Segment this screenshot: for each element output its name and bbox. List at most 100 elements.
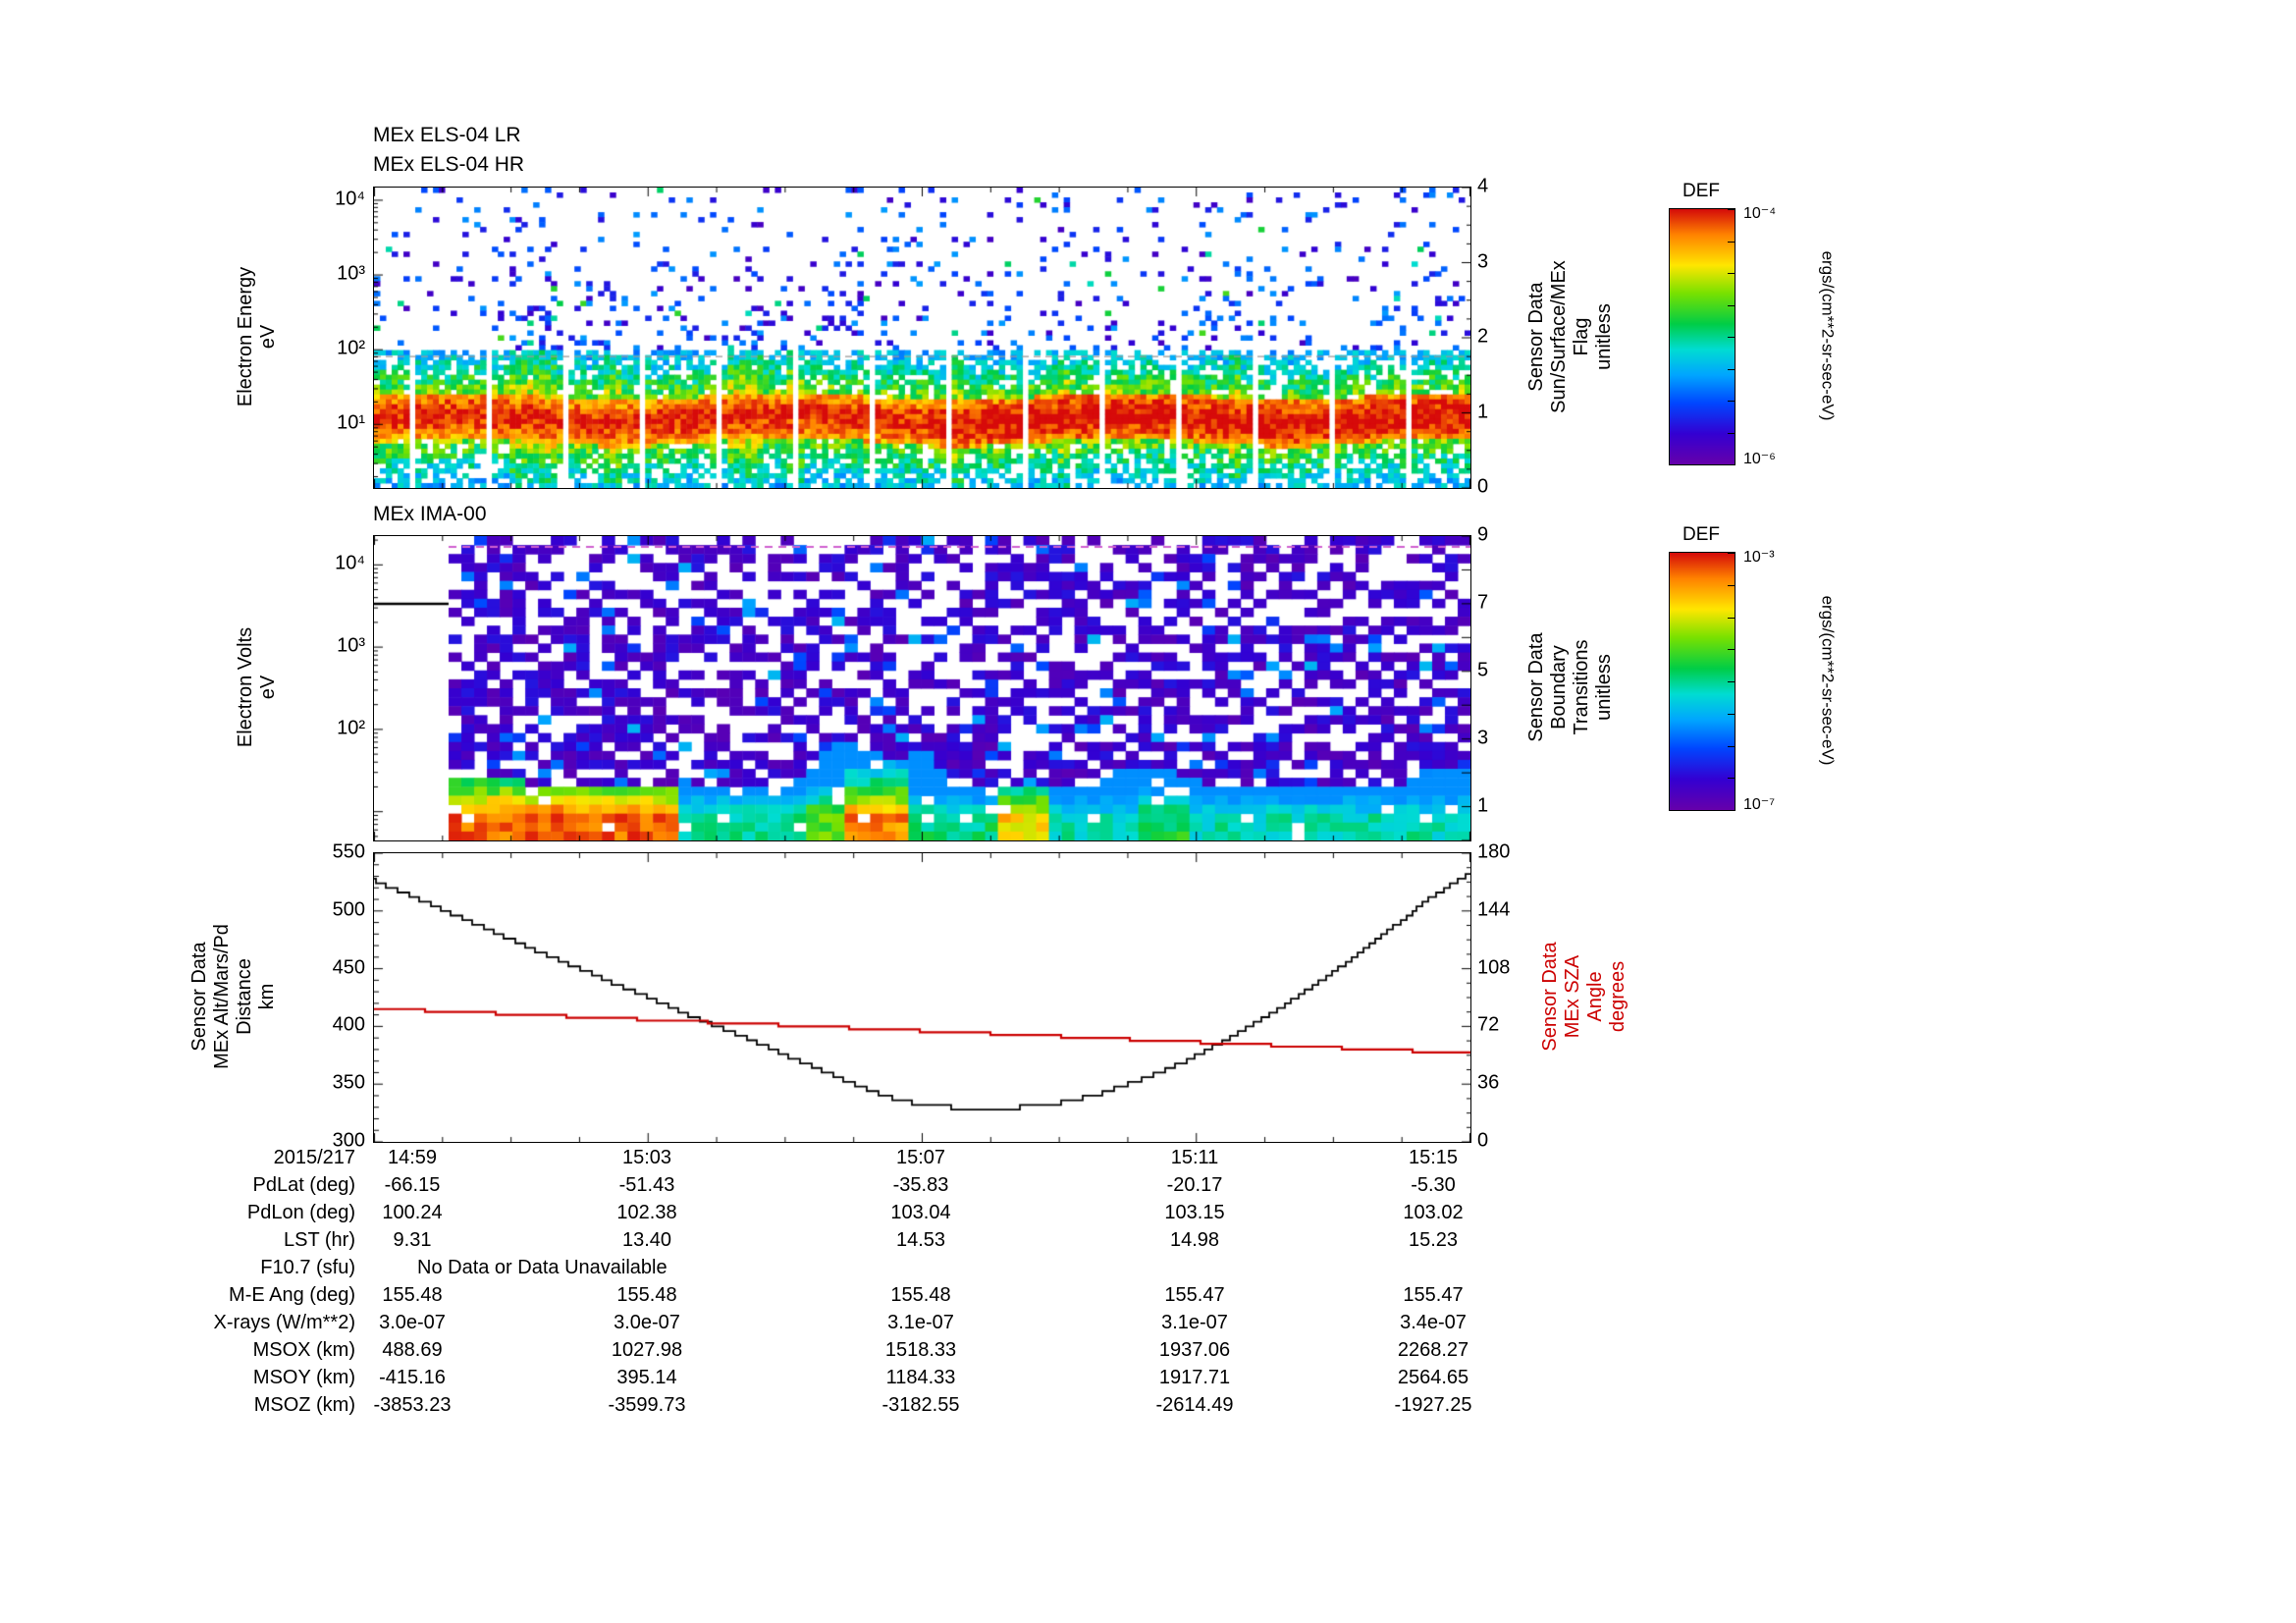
table-cell: 155.47 [1403,1284,1464,1306]
altitude-sza-panel [373,852,1471,1143]
els-title-hr: MEx ELS-04 HR [373,153,525,176]
table-cell: -66.15 [384,1174,441,1196]
x-tick-label: 15:11 [1170,1147,1219,1168]
colorbar-tick [1728,617,1735,619]
colorbar-tick [1728,553,1735,554]
line-right-tick-label: 36 [1477,1071,1500,1094]
table-cell: 15.23 [1408,1229,1459,1251]
els-y-tick-label: 10² [337,337,365,359]
ima-colorbar-gradient [1670,553,1735,810]
ima-spectrogram-canvas [374,536,1470,840]
els-right-axis-label: Sensor Data Sun/Surface/MEx Flag unitles… [1525,260,1615,413]
table-cell: -51.43 [618,1174,675,1196]
table-cell: 14.98 [1169,1229,1220,1251]
table-cell: 1917.71 [1158,1367,1231,1388]
table-cell: 2268.27 [1397,1339,1469,1361]
els-colorbar-bottom-label: 10⁻⁶ [1743,451,1776,467]
els-right-tick-label: 3 [1477,250,1489,272]
x-tick-label: 14:59 [387,1147,438,1168]
els-title-lr: MEx ELS-04 LR [373,124,521,146]
table-cell: 103.02 [1403,1202,1464,1223]
line-right-tick-label: 144 [1477,898,1511,921]
els-colorbar-top-label: 10⁻⁴ [1743,205,1777,222]
table-cell: -5.30 [1411,1174,1456,1196]
table-cell: -20.17 [1166,1174,1223,1196]
ima-y-tick-label: 10⁴ [335,552,365,574]
table-row-label: MSOZ (km) [253,1394,355,1416]
colorbar-tick [1728,745,1735,747]
table-row-label: M-E Ang (deg) [229,1284,355,1306]
ima-colorbar-top-label: 10⁻³ [1743,549,1775,566]
table-cell: 155.48 [616,1284,677,1306]
line-right-tick-label: 0 [1477,1129,1489,1152]
colorbar-tick [1728,273,1735,274]
line-right-tick-label: 180 [1477,840,1511,863]
table-cell: 3.1e-07 [1161,1312,1228,1333]
table-cell: 155.47 [1164,1284,1225,1306]
ima-right-axis-label: Sensor Data Boundary Transitions unitles… [1525,632,1615,742]
els-colorbar-gradient [1670,209,1735,464]
colorbar-tick [1728,649,1735,651]
table-row-label: MSOX (km) [252,1339,355,1361]
els-right-tick-label: 2 [1477,325,1489,348]
colorbar-tick [1728,241,1735,243]
table-cell: 488.69 [382,1339,443,1361]
table-cell: 9.31 [393,1229,432,1251]
els-spectrogram-panel [373,187,1471,489]
table-cell: -35.83 [892,1174,949,1196]
table-cell: -3182.55 [881,1394,960,1416]
colorbar-tick [1728,681,1735,682]
table-cell: 155.48 [890,1284,951,1306]
x-tick-label: 15:07 [895,1147,946,1168]
x-tick-label: 15:15 [1408,1147,1459,1168]
table-cell: 395.14 [616,1367,677,1388]
ima-y-tick-label: 10² [337,717,365,739]
colorbar-tick [1728,401,1735,402]
x-tick-label: 15:03 [621,1147,672,1168]
table-cell: -415.16 [379,1367,446,1388]
table-cell: 14.53 [895,1229,946,1251]
table-cell: -2614.49 [1155,1394,1234,1416]
table-row-label: X-rays (W/m**2) [213,1312,355,1333]
ima-right-tick-label: 5 [1477,659,1489,681]
table-cell: -3599.73 [608,1394,686,1416]
line-y-tick-label: 350 [332,1071,365,1094]
table-row-label: F10.7 (sfu) [260,1257,355,1278]
els-spectrogram-canvas [374,188,1470,488]
ima-right-tick-label: 3 [1477,727,1489,749]
ima-y-tick-label: 10³ [337,634,365,657]
table-cell: 3.0e-07 [379,1312,446,1333]
colorbar-tick [1728,584,1735,586]
table-cell: -1927.25 [1394,1394,1472,1416]
ima-title: MEx IMA-00 [373,503,487,525]
table-cell: 2564.65 [1397,1367,1469,1388]
line-y-tick-label: 300 [332,1129,365,1152]
table-cell: 102.38 [616,1202,677,1223]
els-right-tick-label: 0 [1477,475,1489,498]
colorbar-tick [1728,810,1735,811]
date-label: 2015/217 [273,1147,355,1168]
table-row-label: LST (hr) [284,1229,355,1251]
table-cell: 3.4e-07 [1400,1312,1467,1333]
table-cell: 13.40 [621,1229,672,1251]
colorbar-tick [1728,713,1735,715]
colorbar-tick [1728,368,1735,370]
ima-colorbar [1669,552,1735,811]
colorbar-tick [1728,464,1735,465]
table-cell: 155.48 [382,1284,443,1306]
els-y-tick-label: 10¹ [337,411,365,434]
table-cell: 103.15 [1164,1202,1225,1223]
table-cell: 100.24 [382,1202,443,1223]
table-cell: 3.1e-07 [887,1312,954,1333]
table-row-label: MSOY (km) [252,1367,355,1388]
altitude-sza-canvas [374,853,1470,1142]
colorbar-tick [1728,209,1735,210]
ima-right-tick-label: 9 [1477,523,1489,546]
ima-colorbar-bottom-label: 10⁻⁷ [1743,796,1776,813]
line-y-tick-label: 550 [332,840,365,863]
table-cell: 1027.98 [611,1339,683,1361]
table-cell: -3853.23 [373,1394,452,1416]
els-colorbar [1669,208,1735,465]
table-cell: 103.04 [890,1202,951,1223]
